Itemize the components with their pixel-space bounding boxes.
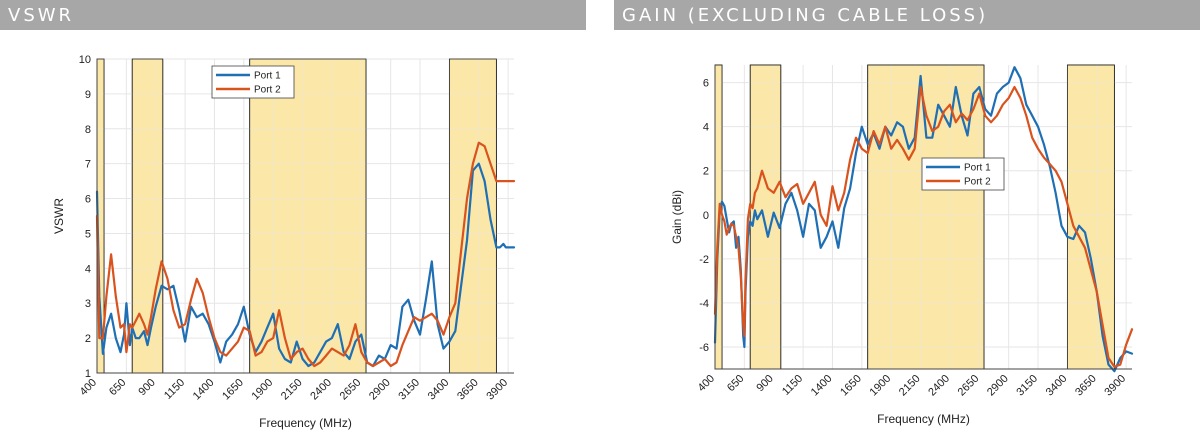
y-tick-label: 2 — [85, 333, 91, 345]
y-tick-label: 6 — [85, 194, 91, 206]
y-tick-label: 2 — [703, 166, 709, 178]
x-tick-label: 3650 — [1073, 373, 1099, 399]
series-line-port-2 — [713, 85, 1134, 368]
x-tick-label: 900 — [136, 377, 157, 398]
x-tick-label: 1650 — [220, 377, 246, 403]
x-tick-label: 650 — [107, 377, 128, 398]
series-line-port-2 — [95, 141, 516, 368]
x-tick-label: 3900 — [484, 377, 510, 403]
y-tick-label: 6 — [703, 78, 709, 90]
y-tick-label: 8 — [85, 124, 91, 136]
x-tick-label: 3400 — [426, 377, 452, 403]
y-tick-label: 4 — [85, 263, 91, 275]
x-tick-label: 400 — [78, 377, 99, 398]
x-tick-label: 1400 — [809, 373, 835, 399]
x-tick-label: 1650 — [838, 373, 864, 399]
x-tick-label: 3150 — [396, 377, 422, 403]
x-tick-label: 2150 — [897, 373, 923, 399]
x-tick-label: 2650 — [956, 373, 982, 399]
x-tick-label: 2150 — [279, 377, 305, 403]
x-tick-label: 3900 — [1102, 373, 1128, 399]
y-tick-label: -2 — [699, 254, 709, 266]
legend-label-port-1: Port 1 — [964, 163, 991, 174]
x-axis-label: Frequency (MHz) — [259, 416, 352, 430]
series-line-port-1 — [95, 162, 516, 368]
y-tick-label: 3 — [85, 298, 91, 310]
y-tick-label: -6 — [699, 342, 709, 354]
x-tick-label: 1400 — [191, 377, 217, 403]
x-tick-label: 400 — [696, 373, 717, 394]
x-tick-label: 1150 — [780, 373, 805, 398]
x-tick-label: 3650 — [455, 377, 481, 403]
y-tick-label: -4 — [699, 298, 709, 310]
gain-header-bar: GAIN (EXCLUDING CABLE LOSS) — [614, 0, 1200, 30]
y-tick-label: 7 — [85, 159, 91, 171]
legend: Port 1 Port 2 — [211, 65, 295, 99]
x-tick-label: 900 — [754, 373, 775, 394]
y-tick-label: 10 — [79, 54, 91, 66]
vswr-chart: 1 2 3 4 5 6 7 8 9 10 400 650 900 1150 1400 1650 1900 2150… — [52, 54, 516, 430]
y-tick-label: 9 — [85, 89, 91, 101]
frequency-band-overlay-4 — [1066, 64, 1115, 370]
legend: Port 1 Port 2 — [921, 157, 1005, 191]
gain-title: GAIN (EXCLUDING CABLE LOSS) — [622, 5, 989, 26]
x-tick-label: 1900 — [868, 373, 894, 399]
vswr-panel: VSWR 1 2 3 4 5 6 7 8 9 10 400 650 900 1150 1400 1650 190… — [0, 0, 586, 430]
x-tick-label: 2650 — [338, 377, 364, 403]
x-tick-label: 2400 — [926, 373, 952, 399]
y-tick-label: 0 — [703, 210, 709, 222]
x-tick-label: 1900 — [250, 377, 276, 403]
x-axis-label: Frequency (MHz) — [877, 412, 970, 426]
x-tick-label: 1150 — [162, 377, 187, 402]
x-tick-label: 650 — [725, 373, 746, 394]
x-tick-label: 2900 — [367, 377, 393, 403]
legend-label-port-1: Port 1 — [254, 71, 281, 82]
gain-panel: GAIN (EXCLUDING CABLE LOSS) -6 -4 -2 0 2 4 6 40… — [614, 0, 1200, 430]
y-tick-label: 1 — [85, 368, 91, 380]
vswr-header-bar: VSWR — [0, 0, 586, 30]
x-tick-label: 3400 — [1044, 373, 1070, 399]
legend-box — [211, 65, 295, 99]
frequency-band-overlay-2 — [131, 58, 164, 374]
y-tick-label: 4 — [703, 122, 709, 134]
legend-label-port-2: Port 2 — [254, 85, 281, 96]
y-tick-label: 5 — [85, 228, 91, 240]
legend-box — [921, 157, 1005, 191]
vswr-title: VSWR — [8, 5, 75, 26]
x-tick-label: 2400 — [308, 377, 334, 403]
y-axis-label: Gain (dBi) — [670, 190, 684, 244]
y-axis-label: VSWR — [52, 198, 66, 234]
legend-label-port-2: Port 2 — [964, 177, 991, 188]
x-tick-label: 2900 — [985, 373, 1011, 399]
x-tick-label: 3150 — [1014, 373, 1040, 399]
